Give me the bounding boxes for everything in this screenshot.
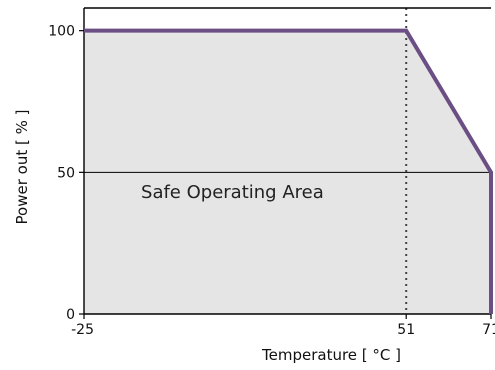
safe-operating-area-label: Safe Operating Area (141, 182, 324, 203)
x-tick-labels: -25 51 71 (71, 322, 495, 338)
tick-marks (79, 30, 492, 319)
y-tick-label: 100 (48, 24, 75, 40)
y-tick-label: 50 (57, 165, 75, 181)
y-tick-label: 0 (66, 307, 75, 323)
y-tick-labels: 0 50 100 (48, 24, 75, 323)
derating-curve (84, 28, 493, 314)
x-tick-label: -25 (71, 322, 94, 338)
x-tick-label: 51 (397, 322, 415, 338)
x-tick-label: 71 (482, 322, 495, 338)
x-axis-title: Temperature [ °C ] (261, 346, 401, 364)
y-axis-title: Power out [ % ] (13, 110, 31, 225)
